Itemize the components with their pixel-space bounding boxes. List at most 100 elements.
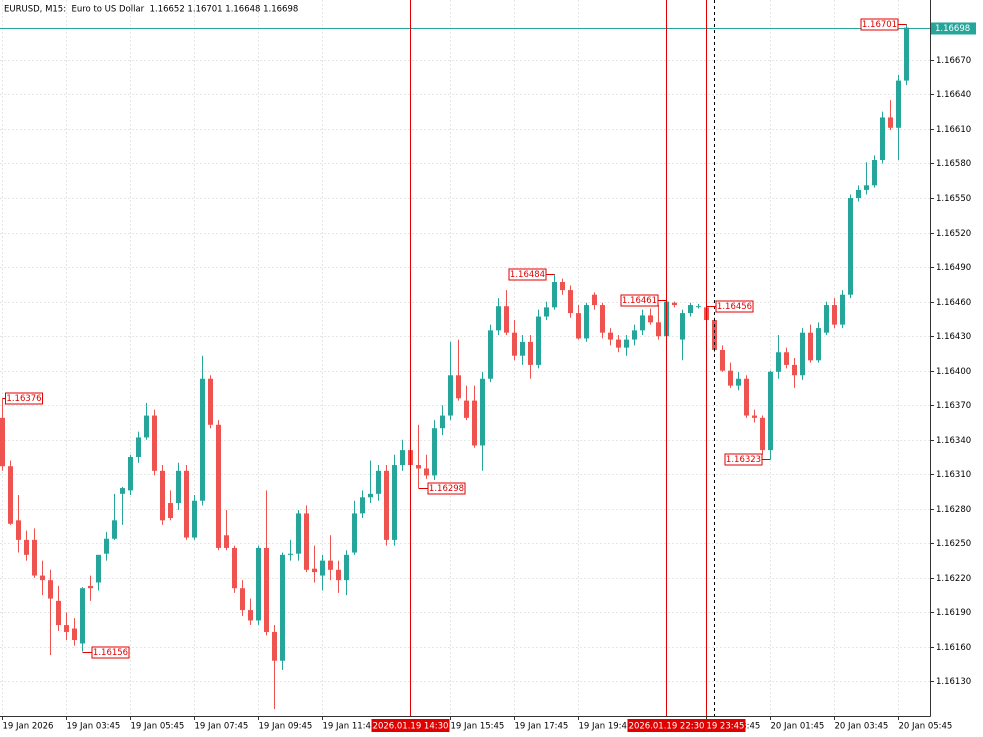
candle-body [320,560,325,576]
candle-body [232,547,237,589]
candle-body [768,371,773,451]
candle-body [56,600,61,626]
x-tick-label: 19 Jan 15:45 [451,722,505,732]
y-tick-label: 1.16670 [936,56,971,66]
candle-body [160,470,165,521]
candle-body [640,315,645,331]
candle-body [544,307,549,317]
candle-body [120,488,125,494]
candle-body [840,294,845,325]
candle-body [648,315,653,323]
candle-body [144,415,149,438]
vertical-line-label: 2026.01.19 23:45 [669,722,745,732]
candle-body [336,569,341,581]
y-tick-label: 1.16460 [936,298,971,308]
candle-body [864,185,869,190]
candle-body [112,520,117,539]
candle-body [480,378,485,446]
candle-body [584,305,589,339]
candle-body [64,625,69,632]
price-label: 1.16456 [717,302,752,312]
candle-body [424,468,429,476]
y-tick-label: 1.16640 [936,90,971,100]
y-tick-label: 1.16520 [936,229,971,239]
y-tick-label: 1.16400 [936,367,971,377]
candle-body [80,588,85,644]
candle-body [784,352,789,365]
candle-body [872,160,877,186]
candle-body [536,316,541,365]
y-tick-label: 1.16130 [936,677,971,687]
candle-body [104,538,109,554]
y-tick-label: 1.16220 [936,574,971,584]
x-tick-label: 20 Jan 01:45 [771,722,825,732]
x-tick-label: 19 Jan 05:45 [131,722,185,732]
price-label: 1.16376 [6,394,41,404]
candle-body [312,568,317,573]
y-tick-label: 1.16340 [936,436,971,446]
price-label-box [427,482,466,495]
candle-body [304,513,309,570]
price-label-box [715,300,754,313]
candle-body [808,332,813,361]
candle-body [152,415,157,471]
candle-body [376,470,381,494]
candle-body [856,189,861,198]
candle-body [456,375,461,399]
candle-body [656,322,661,337]
candle-body [360,497,365,514]
y-tick-label: 1.16610 [936,125,971,135]
candle-body [400,450,405,466]
candle-body [776,352,781,372]
price-label: 1.16323 [726,455,761,465]
candle-body [248,610,253,621]
price-label-box [860,18,899,31]
price-label-box [91,646,130,659]
candle-body [520,341,525,356]
candle-body [624,339,629,348]
candle-body [432,428,437,476]
candle-body [504,306,509,333]
price-label-box [508,268,547,281]
candle-body [616,339,621,348]
candle-body [0,417,5,467]
candle-body [464,400,469,418]
candle-body [560,282,565,291]
candle-body [832,305,837,325]
x-tick-label: 20 Jan 03:45 [835,722,889,732]
candle-body [40,575,45,581]
price-label: 1.16156 [93,648,128,658]
candle-body [720,349,725,371]
x-tick-label: 20 Jan 05:45 [899,722,953,732]
candle-body [848,197,853,295]
candle-body [328,560,333,570]
y-tick-label: 1.16190 [936,608,971,618]
candle-body [552,282,557,308]
x-tick-label: 19 Jan 07:45 [195,722,249,732]
candle-body [744,378,749,416]
price-label-box [5,392,43,405]
price-label: 1.16298 [429,484,464,494]
candle-body [272,631,277,661]
vertical-line-label: 2026.01.19 22:30 [629,722,705,732]
price-label: 1.16461 [622,296,657,306]
candle-body [280,554,285,661]
candle-body [344,554,349,581]
candle-body [688,305,693,314]
candle-body [208,378,213,425]
candle-body [632,330,637,340]
candle-body [448,375,453,416]
x-tick-label: 19 Jan 03:45 [67,722,121,732]
candle-body [8,466,13,524]
x-tick-label: 19 Jan 19:45 [579,722,633,732]
candle-body [672,302,677,306]
x-tick-label: 19 Jan 17:45 [515,722,569,732]
y-tick-label: 1.16280 [936,505,971,515]
candle-body [288,553,293,555]
candle-body [904,27,909,81]
candle-body [592,294,597,306]
candle-body [192,500,197,538]
candle-body [352,513,357,553]
vertical-line-label-box [627,719,706,732]
